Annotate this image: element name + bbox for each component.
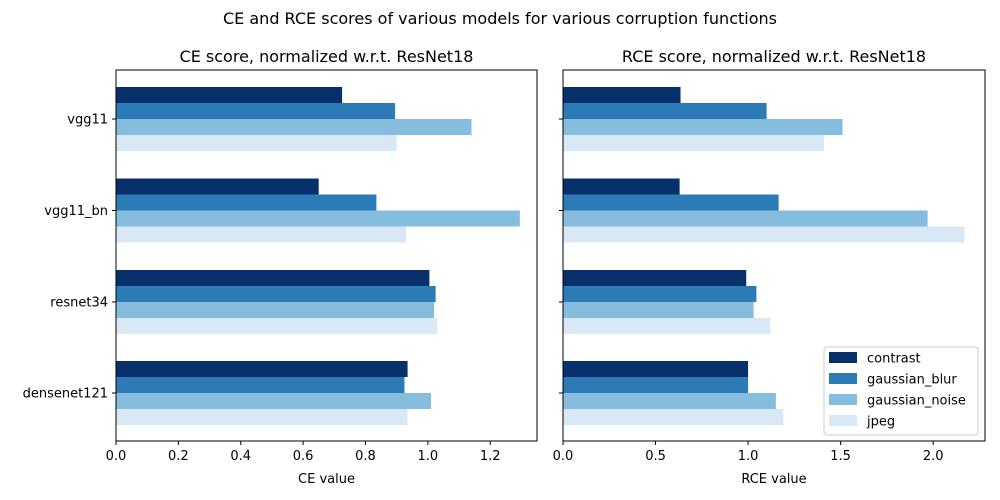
bar-vgg11_bn-gaussian_noise xyxy=(563,210,928,227)
x-tick-label: 0.5 xyxy=(645,449,666,464)
bar-vgg11_bn-jpeg xyxy=(563,226,965,243)
x-tick-label: 1.0 xyxy=(418,449,439,464)
bar-densenet121-gaussian_blur xyxy=(116,377,405,393)
legend-label-contrast: contrast xyxy=(867,352,921,367)
ce-category-labels: vgg11 vgg11_bn resnet34 densenet121 xyxy=(23,113,116,402)
bar-vgg11-jpeg xyxy=(116,135,397,151)
x-tick-label: 0.0 xyxy=(553,449,574,464)
bar-resnet34-jpeg xyxy=(116,318,438,334)
bar-resnet34-gaussian_noise xyxy=(116,302,435,318)
bar-resnet34-jpeg xyxy=(563,318,771,334)
bar-densenet121-gaussian_noise xyxy=(116,393,431,409)
rce-category-ticks xyxy=(559,118,563,394)
x-tick-label: 1.2 xyxy=(480,449,501,464)
x-tick-label: 1.0 xyxy=(738,449,759,464)
ce-bars xyxy=(116,87,520,425)
legend-label-gaussian_blur: gaussian_blur xyxy=(867,373,957,388)
x-tick-label: 0.8 xyxy=(355,449,376,464)
legend-swatch-jpeg xyxy=(829,415,857,426)
x-tick-label: 1.5 xyxy=(830,449,851,464)
bar-densenet121-gaussian_noise xyxy=(563,393,776,409)
bar-resnet34-gaussian_noise xyxy=(563,302,754,318)
x-tick-label: 0.6 xyxy=(293,449,314,464)
bar-resnet34-gaussian_blur xyxy=(116,286,436,302)
legend-swatch-gaussian_blur xyxy=(829,373,857,384)
x-tick-label: 0.2 xyxy=(168,449,189,464)
legend-swatch-gaussian_noise xyxy=(829,394,857,405)
bar-vgg11_bn-gaussian_blur xyxy=(563,194,779,211)
legend-swatch-contrast xyxy=(829,352,857,363)
rce-score-panel: RCE score, normalized w.r.t. ResNet18 RC… xyxy=(553,47,986,487)
bar-vgg11-contrast xyxy=(116,87,343,103)
legend-box xyxy=(823,346,979,436)
rce-x-axis-label: RCE value xyxy=(741,472,806,487)
ce-x-axis-label: CE value xyxy=(298,472,355,487)
figure-title: CE and RCE scores of various models for … xyxy=(223,9,777,28)
x-tick-label: 0.4 xyxy=(230,449,251,464)
category-label-resnet34: resnet34 xyxy=(50,296,108,311)
bar-densenet121-contrast xyxy=(563,361,749,377)
ce-x-ticks: 0.0 0.2 0.4 0.6 0.8 1.0 1.2 xyxy=(106,441,501,464)
bar-vgg11-gaussian_noise xyxy=(116,119,472,135)
rce-plot-frame xyxy=(562,69,986,442)
category-label-vgg11_bn: vgg11_bn xyxy=(44,204,108,219)
x-tick-label: 2.0 xyxy=(923,449,944,464)
bar-resnet34-contrast xyxy=(116,270,430,286)
ce-panel-title: CE score, normalized w.r.t. ResNet18 xyxy=(180,47,474,66)
rce-panel-title: RCE score, normalized w.r.t. ResNet18 xyxy=(622,47,926,66)
x-tick-label: 0.0 xyxy=(106,449,127,464)
category-label-vgg11: vgg11 xyxy=(67,113,108,128)
category-label-densenet121: densenet121 xyxy=(23,387,108,402)
bar-vgg11_bn-gaussian_noise xyxy=(116,210,520,227)
rce-bars xyxy=(563,87,965,425)
bar-vgg11-gaussian_noise xyxy=(563,119,843,135)
bar-vgg11_bn-gaussian_blur xyxy=(116,194,377,211)
bar-resnet34-gaussian_blur xyxy=(563,286,757,302)
bar-densenet121-jpeg xyxy=(563,409,784,425)
bar-vgg11_bn-contrast xyxy=(116,178,319,195)
bar-densenet121-contrast xyxy=(116,361,408,377)
bar-densenet121-gaussian_blur xyxy=(563,377,749,393)
legend-label-jpeg: jpeg xyxy=(866,415,895,430)
bar-vgg11_bn-contrast xyxy=(563,178,680,195)
bar-vgg11-contrast xyxy=(563,87,681,103)
rce-x-ticks: 0.0 0.5 1.0 1.5 2.0 xyxy=(553,441,944,464)
ce-plot-frame xyxy=(115,69,538,442)
legend-label-gaussian_noise: gaussian_noise xyxy=(867,394,966,409)
bar-resnet34-contrast xyxy=(563,270,747,286)
bar-densenet121-jpeg xyxy=(116,409,408,425)
bar-vgg11-gaussian_blur xyxy=(116,103,396,119)
bar-vgg11_bn-jpeg xyxy=(116,226,407,243)
ce-score-panel: CE score, normalized w.r.t. ResNet18 CE … xyxy=(23,47,538,487)
bar-vgg11-gaussian_blur xyxy=(563,103,767,119)
bar-vgg11-jpeg xyxy=(563,135,824,151)
